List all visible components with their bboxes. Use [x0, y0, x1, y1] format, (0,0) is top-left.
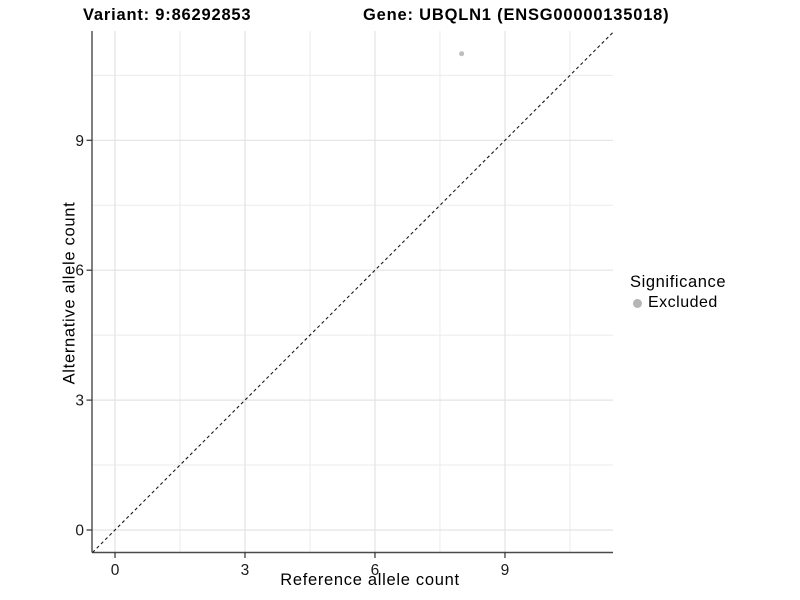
legend-item-label: Excluded: [648, 294, 718, 311]
x-tick-label: 0: [111, 562, 120, 579]
plot-title-gene: Gene: UBQLN1 (ENSG00000135018): [363, 6, 670, 24]
y-tick-label: 6: [75, 263, 84, 280]
y-tick-label: 0: [75, 523, 84, 540]
data-point: [459, 51, 465, 57]
x-tick-label: 6: [371, 562, 380, 579]
identity-reference-line: [92, 31, 614, 553]
legend: Significance Excluded: [630, 273, 726, 312]
legend-items: Excluded: [630, 294, 726, 312]
plot-title-variant: Variant: 9:86292853: [83, 6, 252, 24]
x-tick-label: 3: [241, 562, 250, 579]
y-tick-label: 9: [75, 133, 84, 150]
x-axis-title: Reference allele count: [280, 571, 460, 589]
legend-title: Significance: [630, 273, 727, 291]
y-tick-label: 3: [75, 393, 84, 410]
legend-point-swatch: [633, 298, 642, 308]
y-axis-title: Alternative allele count: [60, 201, 79, 385]
x-tick-label: 9: [501, 562, 510, 579]
legend-item: Excluded: [633, 294, 726, 312]
